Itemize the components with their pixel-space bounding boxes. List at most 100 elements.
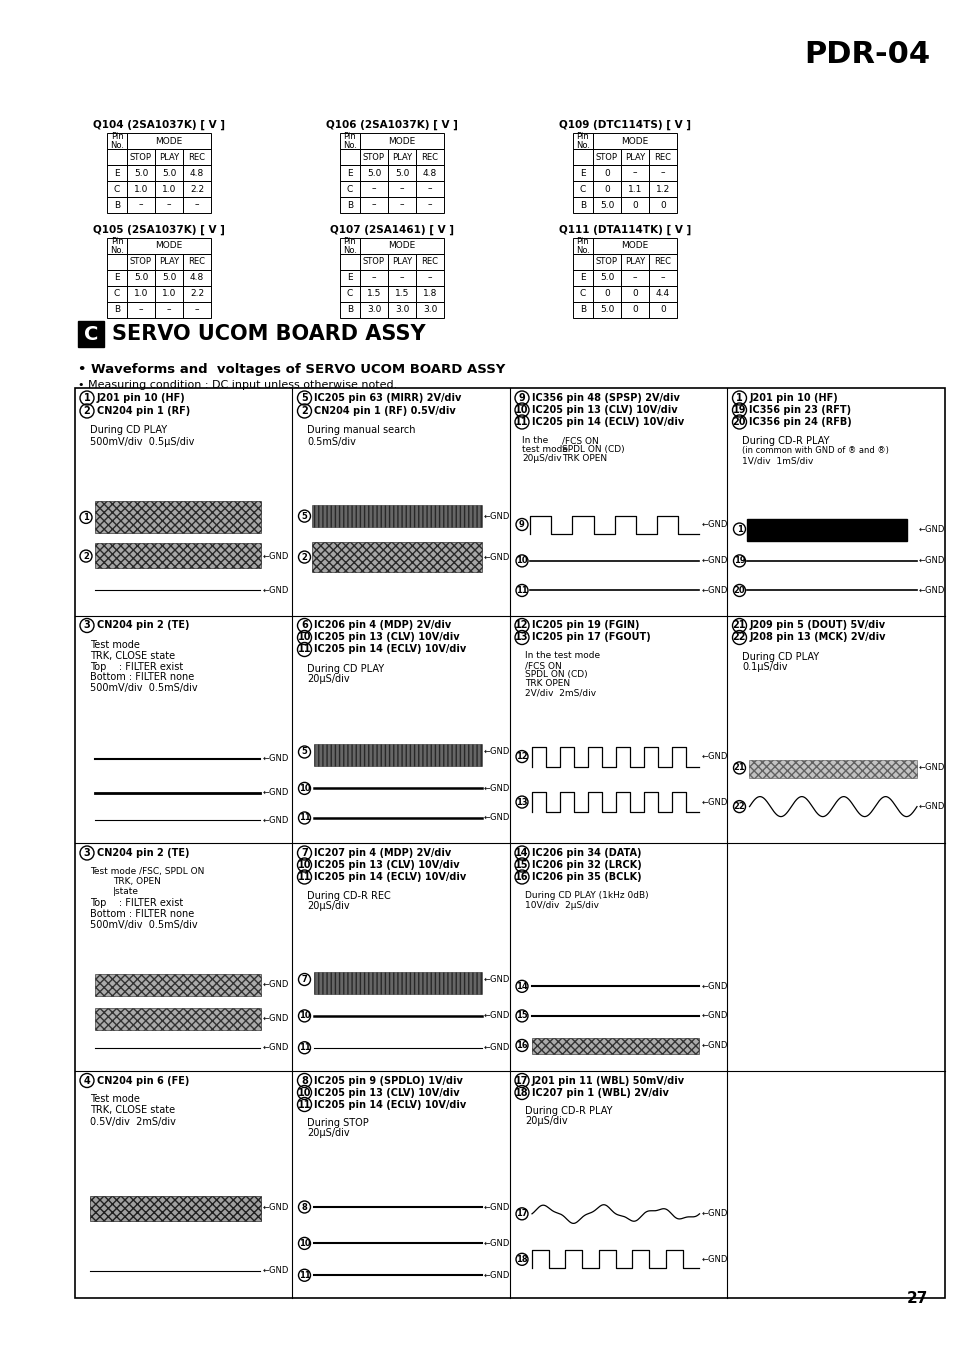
Text: IC206 pin 34 (DATA): IC206 pin 34 (DATA) (532, 848, 640, 857)
Text: PLAY: PLAY (159, 152, 179, 162)
Text: Q104 (2SA1037K) [ V ]: Q104 (2SA1037K) [ V ] (92, 120, 225, 129)
Text: IC205 pin 13 (CLV) 10V/div: IC205 pin 13 (CLV) 10V/div (532, 404, 677, 415)
Text: 0: 0 (659, 201, 665, 209)
Text: 19: 19 (732, 404, 745, 415)
Text: 1.2: 1.2 (655, 185, 669, 194)
Text: 2: 2 (301, 553, 307, 562)
Text: 1V/div  1mS/div: 1V/div 1mS/div (741, 456, 813, 465)
Text: TRK, CLOSE state: TRK, CLOSE state (90, 1105, 175, 1116)
Bar (359, 150, 388, 164)
Text: 5.0: 5.0 (599, 201, 614, 209)
Bar (154, 150, 183, 164)
Bar (416, 197, 443, 213)
Text: E: E (114, 168, 120, 178)
Text: 20μS/div: 20μS/div (307, 900, 350, 911)
Bar (747, 519, 906, 541)
Text: Pin
No.: Pin No. (110, 132, 124, 150)
Text: ←GND: ←GND (700, 1255, 727, 1264)
Text: ←GND: ←GND (262, 1266, 289, 1275)
Bar (593, 197, 620, 213)
Text: 10: 10 (297, 1088, 311, 1097)
Bar (183, 164, 211, 181)
Text: 14: 14 (516, 981, 527, 991)
Text: REC: REC (421, 152, 438, 162)
Text: Test mode: Test mode (90, 1095, 140, 1104)
Bar (648, 150, 677, 164)
Text: ←GND: ←GND (700, 1041, 727, 1050)
Text: MODE: MODE (388, 136, 416, 146)
Text: B: B (579, 306, 585, 314)
Bar (359, 286, 388, 302)
Text: REC: REC (189, 257, 205, 267)
Bar (359, 253, 388, 270)
Text: ←GND: ←GND (700, 1011, 727, 1020)
Text: 1.0: 1.0 (133, 185, 148, 194)
Text: 2: 2 (301, 406, 308, 417)
Text: Q109 (DTC114TS) [ V ]: Q109 (DTC114TS) [ V ] (558, 120, 690, 129)
Bar (339, 164, 359, 181)
Text: Pin
No.: Pin No. (576, 237, 589, 255)
Bar (183, 150, 211, 164)
Text: C: C (84, 325, 98, 344)
Text: IC206 pin 4 (MDP) 2V/div: IC206 pin 4 (MDP) 2V/div (314, 620, 452, 631)
Text: 1: 1 (84, 394, 91, 403)
Text: Q105 (2SA1037K) [ V ]: Q105 (2SA1037K) [ V ] (93, 225, 225, 235)
Text: Q111 (DTA114TK) [ V ]: Q111 (DTA114TK) [ V ] (558, 225, 690, 235)
Text: During CD PLAY: During CD PLAY (90, 425, 167, 435)
Bar (127, 302, 154, 318)
Text: 1: 1 (736, 394, 742, 403)
Text: During CD PLAY: During CD PLAY (741, 651, 819, 662)
Text: Pin
No.: Pin No. (576, 132, 589, 150)
Text: 6: 6 (301, 620, 308, 631)
Bar (127, 239, 211, 253)
Bar (573, 164, 593, 181)
Text: 0: 0 (603, 290, 609, 298)
Bar (620, 150, 648, 164)
Text: 14: 14 (515, 848, 528, 857)
Text: 5.0: 5.0 (162, 168, 176, 178)
Text: SPDL ON (CD): SPDL ON (CD) (524, 670, 587, 679)
Text: ←GND: ←GND (700, 557, 727, 565)
Text: ←GND: ←GND (262, 755, 289, 763)
Bar (127, 270, 154, 286)
Text: ←GND: ←GND (483, 813, 510, 822)
Bar (183, 302, 211, 318)
Text: 1.0: 1.0 (162, 290, 176, 298)
Text: PLAY: PLAY (159, 257, 179, 267)
Bar (593, 286, 620, 302)
Bar (75, 388, 944, 1298)
Bar (620, 197, 648, 213)
Text: Pin
No.: Pin No. (343, 237, 356, 255)
Text: –: – (399, 185, 404, 194)
Text: PLAY: PLAY (624, 257, 644, 267)
Text: 4.8: 4.8 (422, 168, 436, 178)
Bar (593, 302, 620, 318)
Bar (154, 302, 183, 318)
Text: • Waveforms and  voltages of SERVO UCOM BOARD ASSY: • Waveforms and voltages of SERVO UCOM B… (78, 363, 505, 376)
Text: 0.1μS/div: 0.1μS/div (741, 662, 787, 671)
Bar (573, 302, 593, 318)
Text: IC205 pin 9 (SPDLO) 1V/div: IC205 pin 9 (SPDLO) 1V/div (314, 1076, 463, 1085)
Text: 11: 11 (516, 586, 527, 594)
Bar (359, 239, 443, 253)
Text: (in common with GND of ® and ®): (in common with GND of ® and ®) (741, 446, 888, 456)
Text: /FCS ON: /FCS ON (524, 662, 561, 670)
Text: 9: 9 (518, 520, 524, 528)
Text: –: – (138, 201, 143, 209)
Text: 12: 12 (516, 752, 527, 762)
Bar (78, 321, 104, 346)
Text: E: E (579, 274, 585, 283)
Text: ←GND: ←GND (700, 1209, 727, 1219)
Text: –: – (194, 306, 199, 314)
Text: ←GND: ←GND (262, 1202, 289, 1212)
Text: STOP: STOP (130, 152, 152, 162)
Bar (416, 302, 443, 318)
Text: 5.0: 5.0 (366, 168, 381, 178)
Bar (107, 302, 127, 318)
Bar (183, 181, 211, 197)
Text: 500mV/div  0.5mS/div: 500mV/div 0.5mS/div (90, 919, 197, 930)
Text: 15: 15 (516, 1011, 527, 1020)
Text: ←GND: ←GND (262, 816, 289, 825)
Text: TRK OPEN: TRK OPEN (561, 454, 606, 462)
Text: TRK, CLOSE state: TRK, CLOSE state (90, 651, 175, 661)
